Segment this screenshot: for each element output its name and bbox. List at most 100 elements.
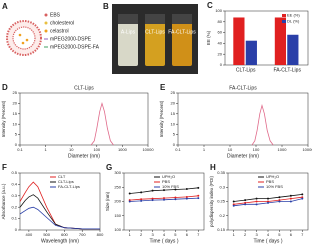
x-tick-label: 2 (244, 232, 247, 237)
point (232, 204, 235, 207)
point (244, 199, 247, 202)
y-tick-label: 0.3 (219, 184, 225, 189)
x-axis-label: Time ( days ) (150, 238, 179, 244)
x-axis-label: Diameter (nm) (227, 153, 259, 159)
y-tick-label: 0 (15, 227, 18, 232)
series-line (90, 101, 114, 146)
legend-swatch (282, 20, 286, 23)
legend-text: cholesterol (50, 20, 74, 26)
point (140, 198, 143, 201)
x-tick-label: 100 (93, 147, 100, 152)
chart-title: FA-CLT-Lips (229, 85, 257, 91)
point (151, 189, 154, 192)
y-tick-label: 80 (218, 19, 223, 24)
plot-frame (19, 92, 149, 146)
x-tick-label: 5 (174, 232, 177, 237)
x-tick-label: CLT-Lips (236, 67, 256, 73)
vial-photo (112, 4, 198, 74)
x-tick-label: 4 (267, 232, 270, 237)
point (301, 196, 304, 199)
point (267, 200, 269, 203)
x-tick-label: 10 (69, 147, 74, 152)
x-tick-label: 100 (253, 147, 260, 152)
y-tick-label: 0.2 (219, 213, 225, 218)
point (163, 189, 165, 192)
legend-text: EBS (50, 12, 61, 18)
point (197, 186, 200, 189)
y-tick-label: 0.5 (11, 170, 17, 175)
point (174, 198, 177, 201)
point (255, 200, 258, 203)
y-tick-label: 40 (218, 40, 223, 45)
legend-text: CLT (58, 174, 66, 179)
x-tick-label: FA-CLT-Lips (274, 67, 302, 73)
y-tick-label: 0.15 (217, 227, 226, 232)
x-axis-label: Wavelength (nm) (41, 238, 79, 244)
x-tick-label: 7 (301, 232, 304, 237)
y-tick-label: 25 (13, 90, 18, 95)
x-axis-label: Time ( days ) (254, 238, 283, 244)
point (151, 199, 154, 202)
point (278, 199, 281, 202)
legend-text: CLT-Lips (58, 179, 74, 184)
x-tick-label: 10 (228, 147, 233, 152)
series-line (19, 206, 100, 230)
panel-letter: C (207, 1, 213, 10)
y-tick-label: 20 (218, 51, 223, 56)
legend-text: UPH₂O (266, 174, 279, 179)
y-tick-label: 0.35 (217, 170, 226, 175)
point (289, 197, 292, 200)
y-tick-label: 15 (13, 111, 18, 116)
x-tick-label: 1000 (118, 147, 128, 152)
x-tick-label: 4 (163, 232, 166, 237)
point (197, 197, 200, 200)
vial-label: CLT-Lips (145, 29, 165, 35)
point (185, 187, 188, 190)
bar (287, 34, 299, 65)
legend-text: 10% FBS (162, 184, 179, 189)
liposome (6, 20, 42, 56)
legend-text: mPEG2000-DSPE-FA (50, 44, 100, 50)
x-tick-label: 1 (203, 147, 206, 152)
point (128, 192, 131, 195)
x-tick-label: 0.1 (175, 147, 181, 152)
point (128, 200, 131, 203)
y-tick-label: 0.25 (217, 199, 226, 204)
y-axis-label: Absorbance (a.u.) (1, 183, 6, 219)
legend-icons (44, 13, 48, 48)
point (197, 194, 200, 197)
panel-letter: A (2, 2, 8, 11)
bar (274, 17, 287, 65)
y-tick-label: 0.3 (11, 193, 17, 198)
x-tick-label: 1 (44, 147, 47, 152)
point (301, 193, 304, 196)
y-tick-label: 0 (220, 62, 223, 67)
y-tick-label: 60 (218, 30, 223, 35)
x-tick-label: 0.1 (17, 147, 23, 152)
point (289, 200, 292, 203)
figure: A EBS cholesterol celastrol mPEG2000-DSP… (1, 1, 312, 244)
y-tick-label: 0.1 (11, 216, 17, 221)
point (140, 199, 143, 202)
x-tick-label: 10000 (142, 147, 154, 152)
x-tick-label: 6 (290, 232, 293, 237)
series-line (19, 181, 100, 230)
panel-letter: D (2, 83, 8, 92)
chart-title: CLT-Lips (74, 85, 94, 91)
point (255, 203, 258, 206)
x-tick-label: 10000 (302, 147, 312, 152)
plot-frame (177, 92, 309, 146)
y-tick-label: 5 (15, 132, 18, 137)
point (289, 194, 292, 197)
panel-letter: H (210, 163, 216, 172)
y-tick-label: 100 (114, 227, 121, 232)
legend-text: mPEG2000-DSPE (50, 36, 92, 42)
x-tick-label: 500 (43, 232, 50, 237)
y-tick-label: 0.4 (11, 181, 17, 186)
x-tick-label: 7 (197, 232, 200, 237)
legend-text: celastrol (50, 28, 69, 34)
point (163, 197, 165, 200)
y-axis-label: Intensity (Percent) (1, 100, 6, 137)
legend-text: EE (%) (287, 13, 300, 18)
legend-text: PBS (266, 179, 274, 184)
